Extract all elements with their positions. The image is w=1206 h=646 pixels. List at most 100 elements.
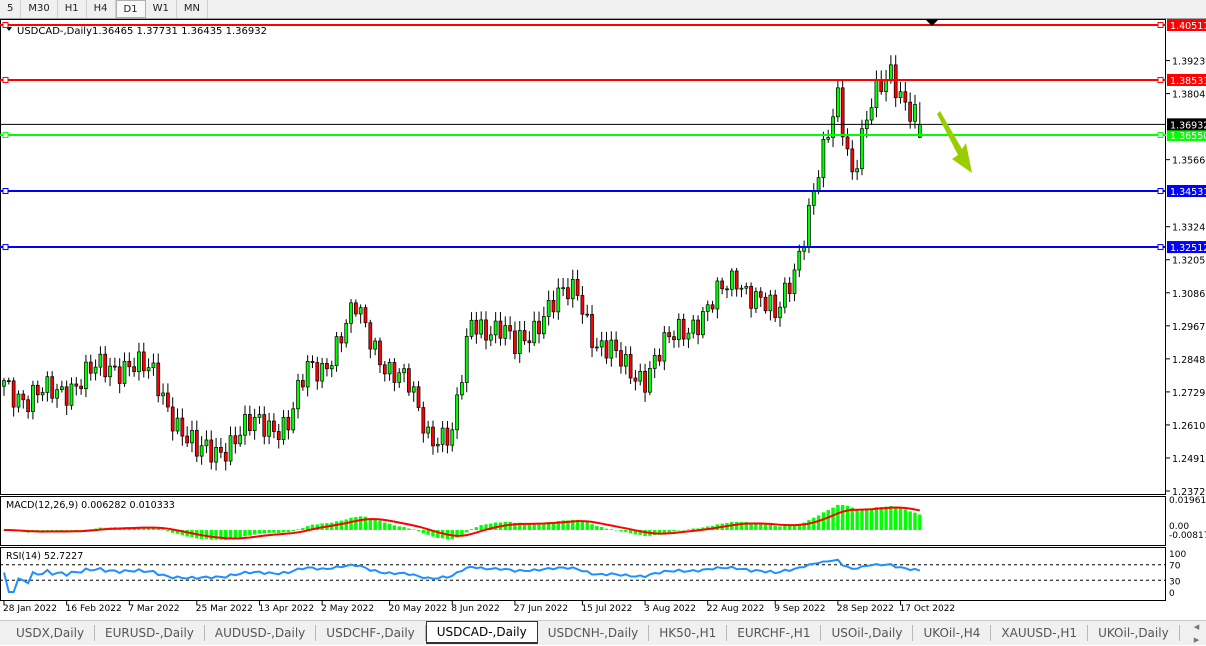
candle bbox=[132, 357, 136, 377]
bear-candle-body bbox=[382, 364, 387, 375]
chart-tab[interactable]: AUDUSD-,Daily bbox=[205, 625, 317, 641]
candle bbox=[493, 312, 498, 344]
candle bbox=[734, 267, 739, 297]
bull-candle-body bbox=[122, 360, 127, 384]
timeframe-H1[interactable]: H1 bbox=[58, 0, 87, 18]
macd-bar bbox=[816, 515, 821, 530]
candle bbox=[754, 287, 758, 313]
timeframe-MN[interactable]: MN bbox=[177, 0, 208, 18]
date-tick-label: 3 Aug 2022 bbox=[644, 604, 696, 614]
chart-tab[interactable]: USDX,Daily bbox=[6, 625, 96, 641]
macd-bar bbox=[628, 530, 633, 534]
bull-candle-body bbox=[238, 434, 243, 445]
bull-candle-body bbox=[161, 392, 165, 397]
macd-bar bbox=[291, 530, 295, 532]
level-handle-right bbox=[1157, 22, 1164, 28]
candle bbox=[166, 383, 170, 412]
macd-bar bbox=[657, 530, 662, 535]
bull-candle-body bbox=[190, 429, 194, 444]
candle bbox=[720, 277, 725, 295]
candle bbox=[821, 131, 826, 188]
macd-bar bbox=[836, 504, 840, 530]
macd-bar bbox=[426, 530, 430, 535]
candle bbox=[619, 342, 623, 374]
chart-tab[interactable]: UKOil-,Daily bbox=[1088, 625, 1180, 641]
date-tick-label: 8 Jun 2022 bbox=[451, 604, 499, 614]
candle bbox=[672, 330, 676, 348]
bear-candle-body bbox=[667, 332, 672, 338]
chart-tab[interactable]: EURCHF-,H1 bbox=[727, 625, 822, 641]
chart-tab[interactable]: USDCHF-,Daily bbox=[316, 625, 426, 641]
candle bbox=[575, 269, 580, 301]
timeframe-M30[interactable]: M30 bbox=[21, 0, 58, 18]
macd-bar bbox=[527, 523, 532, 530]
macd-bar bbox=[243, 530, 247, 537]
bull-candle-body bbox=[869, 107, 874, 121]
price-tick-label: 1.35660 bbox=[1172, 156, 1206, 167]
macd-bar bbox=[214, 530, 218, 540]
timeframe-5[interactable]: 5 bbox=[0, 0, 22, 18]
candle bbox=[185, 426, 190, 448]
macd-bar bbox=[238, 530, 242, 538]
candle bbox=[527, 331, 532, 353]
bull-candle-body bbox=[98, 353, 103, 368]
level-handle-right bbox=[1157, 188, 1164, 195]
bull-candle-body bbox=[146, 367, 151, 372]
bear-candle-body bbox=[421, 407, 426, 434]
timeframe-W1[interactable]: W1 bbox=[146, 0, 177, 18]
candle bbox=[662, 325, 667, 371]
candle bbox=[869, 98, 874, 125]
macd-bar bbox=[918, 514, 922, 530]
chart-tab[interactable]: HK50-,H1 bbox=[649, 625, 728, 641]
candle bbox=[378, 337, 382, 374]
bull-candle-body bbox=[595, 346, 599, 349]
macd-bar bbox=[783, 525, 787, 530]
candle bbox=[79, 379, 83, 395]
candle bbox=[561, 278, 565, 296]
bull-candle-body bbox=[821, 139, 826, 178]
candle bbox=[40, 387, 45, 402]
macd-bar bbox=[431, 530, 435, 537]
bull-candle-body bbox=[778, 306, 782, 318]
date-tick-label: 15 Jul 2022 bbox=[581, 604, 632, 614]
rsi-tick-label: 70 bbox=[1169, 562, 1181, 572]
chart-tab[interactable]: USOil-,Daily bbox=[821, 625, 914, 641]
chart-tab[interactable]: XAUUSD-,H1 bbox=[991, 625, 1089, 641]
price-tick-label: 1.38040 bbox=[1172, 90, 1206, 101]
candle bbox=[204, 430, 209, 454]
chart-tab[interactable]: EURUSD-,Daily bbox=[95, 625, 205, 641]
bear-candle-body bbox=[522, 330, 527, 342]
candle bbox=[252, 408, 257, 440]
rsi-label: RSI(14) 52.7227 bbox=[6, 551, 83, 562]
chart-tab[interactable]: USDCAD-,Daily bbox=[425, 620, 538, 644]
macd-bar bbox=[412, 529, 416, 530]
price-chart[interactable]: USDCAD-,Daily 1.36465 1.37731 1.36435 1.3… bbox=[0, 19, 1206, 619]
candle bbox=[151, 353, 156, 376]
candle bbox=[354, 299, 358, 317]
chart-tab[interactable]: USDCNH-,Daily bbox=[538, 625, 650, 641]
macd-bar bbox=[286, 530, 291, 533]
timeframe-D1[interactable]: D1 bbox=[115, 0, 146, 18]
tab-scroll-arrows[interactable]: ◂ ▸ bbox=[1193, 620, 1200, 646]
candle bbox=[382, 361, 387, 382]
candle bbox=[691, 315, 696, 339]
bear-candle-body bbox=[474, 319, 479, 335]
macd-bar bbox=[797, 523, 801, 530]
candle bbox=[276, 423, 281, 449]
bull-candle-body bbox=[334, 336, 339, 366]
candle bbox=[416, 381, 421, 412]
macd-bar bbox=[889, 506, 893, 530]
macd-bar bbox=[778, 526, 782, 530]
bear-candle-body bbox=[407, 368, 411, 393]
candle bbox=[768, 290, 773, 321]
macd-bar bbox=[609, 529, 614, 530]
bull-candle-body bbox=[648, 368, 652, 393]
bear-candle-body bbox=[127, 360, 132, 368]
macd-bar bbox=[585, 522, 589, 530]
bear-candle-body bbox=[431, 426, 435, 447]
bear-candle-body bbox=[633, 377, 638, 382]
bull-candle-body bbox=[561, 287, 565, 290]
candle bbox=[26, 395, 30, 419]
chart-tab[interactable]: UKOil-,H4 bbox=[913, 625, 992, 641]
timeframe-H4[interactable]: H4 bbox=[87, 0, 116, 18]
